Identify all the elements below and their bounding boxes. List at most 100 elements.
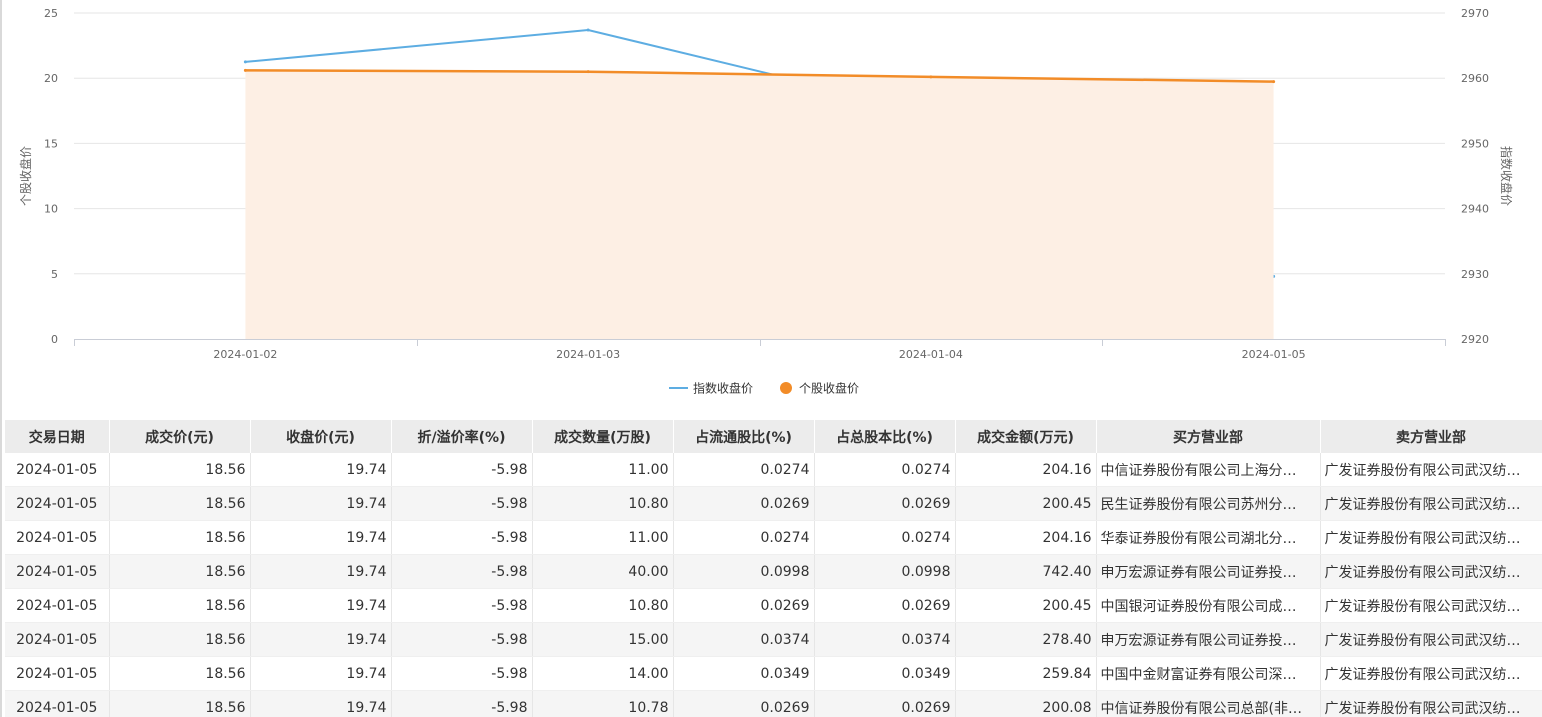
left-axis-tick-label: 15 [44, 137, 58, 150]
table-row[interactable]: 2024-01-05 18.56 19.74 -5.98 11.00 0.0274 0.02… [5, 453, 1542, 487]
cell-float-ratio: 0.0269 [673, 588, 815, 623]
header-trade-date[interactable]: 交易日期 [5, 420, 110, 453]
cell-close-price: 19.74 [250, 588, 392, 623]
cell-amount: 204.16 [955, 453, 1097, 487]
cell-premium-rate: -5.98 [391, 486, 533, 521]
cell-deal-price: 18.56 [109, 622, 251, 657]
cell-float-ratio: 0.0274 [673, 520, 815, 555]
cell-seller-branch[interactable]: 广发证券股份有限公司武汉纺… [1320, 656, 1542, 691]
left-axis-tick-label: 10 [44, 203, 58, 216]
cell-seller-branch[interactable]: 广发证券股份有限公司武汉纺… [1320, 554, 1542, 589]
table-row[interactable]: 2024-01-05 18.56 19.74 -5.98 14.00 0.0349 0.03… [5, 656, 1542, 691]
cell-amount: 278.40 [955, 622, 1097, 657]
cell-float-ratio: 0.0374 [673, 622, 815, 657]
cell-premium-rate: -5.98 [391, 554, 533, 589]
stock-close-line [245, 69, 1274, 83]
cell-amount: 200.08 [955, 690, 1097, 717]
cell-buyer-branch[interactable]: 中国中金财富证券有限公司深… [1096, 656, 1321, 691]
cell-buyer-branch[interactable]: 申万宏源证券有限公司证券投… [1096, 622, 1321, 657]
block-trade-table: 交易日期 成交价(元) 收盘价(元) 折/溢价率(%) 成交数量(万股) 占流通… [5, 420, 1542, 717]
cell-buyer-branch[interactable]: 中信证券股份有限公司上海分… [1096, 453, 1321, 487]
header-buyer-branch[interactable]: 买方营业部 [1096, 420, 1321, 453]
cell-seller-branch[interactable]: 广发证券股份有限公司武汉纺… [1320, 690, 1542, 717]
cell-float-ratio: 0.0269 [673, 690, 815, 717]
header-deal-price[interactable]: 成交价(元) [109, 420, 251, 453]
cell-trade-date: 2024-01-05 [5, 622, 110, 657]
cell-premium-rate: -5.98 [391, 690, 533, 717]
cell-amount: 204.16 [955, 520, 1097, 555]
table-row[interactable]: 2024-01-05 18.56 19.74 -5.98 10.80 0.0269 0.02… [5, 486, 1542, 521]
header-amount[interactable]: 成交金额(万元) [955, 420, 1097, 453]
x-axis-tick-label: 2024-01-05 [1242, 348, 1306, 361]
left-axis-tick-label: 5 [51, 268, 58, 281]
left-axis-tick-label: 0 [51, 333, 58, 346]
cell-volume: 40.00 [532, 554, 674, 589]
header-premium-rate[interactable]: 折/溢价率(%) [391, 420, 533, 453]
header-float-ratio[interactable]: 占流通股比(%) [673, 420, 815, 453]
cell-total-ratio: 0.0374 [814, 622, 956, 657]
cell-trade-date: 2024-01-05 [5, 690, 110, 717]
header-total-ratio[interactable]: 占总股本比(%) [814, 420, 956, 453]
cell-buyer-branch[interactable]: 华泰证券股份有限公司湖北分… [1096, 520, 1321, 555]
cell-trade-date: 2024-01-05 [5, 520, 110, 555]
cell-trade-date: 2024-01-05 [5, 554, 110, 589]
cell-total-ratio: 0.0349 [814, 656, 956, 691]
legend-index-label: 指数收盘价 [693, 381, 753, 396]
right-axis-tick-label: 2920 [1461, 333, 1489, 346]
cell-deal-price: 18.56 [109, 656, 251, 691]
table-row[interactable]: 2024-01-05 18.56 19.74 -5.98 15.00 0.0374 0.03… [5, 622, 1542, 657]
table-row[interactable]: 2024-01-05 18.56 19.74 -5.98 10.80 0.0269 0.02… [5, 588, 1542, 623]
cell-deal-price: 18.56 [109, 520, 251, 555]
cell-float-ratio: 0.0349 [673, 656, 815, 691]
cell-trade-date: 2024-01-05 [5, 656, 110, 691]
cell-close-price: 19.74 [250, 554, 392, 589]
table-row[interactable]: 2024-01-05 18.56 19.74 -5.98 11.00 0.0274 0.02… [5, 520, 1542, 555]
right-axis-tick-label: 2970 [1461, 7, 1489, 20]
cell-seller-branch[interactable]: 广发证券股份有限公司武汉纺… [1320, 622, 1542, 657]
x-axis-tick-label: 2024-01-03 [556, 348, 620, 361]
left-axis-tick-label: 20 [44, 72, 58, 85]
cell-seller-branch[interactable]: 广发证券股份有限公司武汉纺… [1320, 520, 1542, 555]
cell-volume: 11.00 [532, 520, 674, 555]
cell-trade-date: 2024-01-05 [5, 453, 110, 487]
cell-deal-price: 18.56 [109, 588, 251, 623]
cell-total-ratio: 0.0269 [814, 588, 956, 623]
index-close-point [586, 28, 590, 32]
cell-seller-branch[interactable]: 广发证券股份有限公司武汉纺… [1320, 588, 1542, 623]
cell-buyer-branch[interactable]: 中信证券股份有限公司总部(非… [1096, 690, 1321, 717]
cell-buyer-branch[interactable]: 申万宏源证券有限公司证券投… [1096, 554, 1321, 589]
header-close-price[interactable]: 收盘价(元) [250, 420, 392, 453]
cell-amount: 259.84 [955, 656, 1097, 691]
cell-amount: 200.45 [955, 486, 1097, 521]
header-volume[interactable]: 成交数量(万股) [532, 420, 674, 453]
cell-buyer-branch[interactable]: 中国银河证券股份有限公司成… [1096, 588, 1321, 623]
table-row[interactable]: 2024-01-05 18.56 19.74 -5.98 40.00 0.0998 0.09… [5, 554, 1542, 589]
cell-premium-rate: -5.98 [391, 656, 533, 691]
cell-volume: 11.00 [532, 453, 674, 487]
cell-volume: 10.80 [532, 588, 674, 623]
cell-buyer-branch[interactable]: 民生证券股份有限公司苏州分… [1096, 486, 1321, 521]
left-axis-tick-label: 25 [44, 7, 58, 20]
cell-float-ratio: 0.0269 [673, 486, 815, 521]
header-seller-branch[interactable]: 卖方营业部 [1320, 420, 1542, 453]
cell-volume: 14.00 [532, 656, 674, 691]
cell-total-ratio: 0.0274 [814, 520, 956, 555]
cell-deal-price: 18.56 [109, 453, 251, 487]
cell-amount: 742.40 [955, 554, 1097, 589]
cell-total-ratio: 0.0274 [814, 453, 956, 487]
cell-total-ratio: 0.0998 [814, 554, 956, 589]
cell-volume: 10.80 [532, 486, 674, 521]
right-axis-tick-label: 2930 [1461, 268, 1489, 281]
cell-deal-price: 18.56 [109, 690, 251, 717]
cell-close-price: 19.74 [250, 486, 392, 521]
cell-seller-branch[interactable]: 广发证券股份有限公司武汉纺… [1320, 453, 1542, 487]
cell-seller-branch[interactable]: 广发证券股份有限公司武汉纺… [1320, 486, 1542, 521]
table-row[interactable]: 2024-01-05 18.56 19.74 -5.98 10.78 0.0269 0.02… [5, 690, 1542, 717]
dual-axis-line-chart: 0 5 10 15 20 25 2920 2930 2940 2950 2960 2970 2024-0… [18, 7, 1514, 396]
x-axis-tick-label: 2024-01-04 [899, 348, 963, 361]
stock-close-point [243, 68, 247, 72]
table-header-row: 交易日期 成交价(元) 收盘价(元) 折/溢价率(%) 成交数量(万股) 占流通… [5, 420, 1542, 453]
cell-total-ratio: 0.0269 [814, 690, 956, 717]
cell-close-price: 19.74 [250, 622, 392, 657]
cell-close-price: 19.74 [250, 453, 392, 487]
